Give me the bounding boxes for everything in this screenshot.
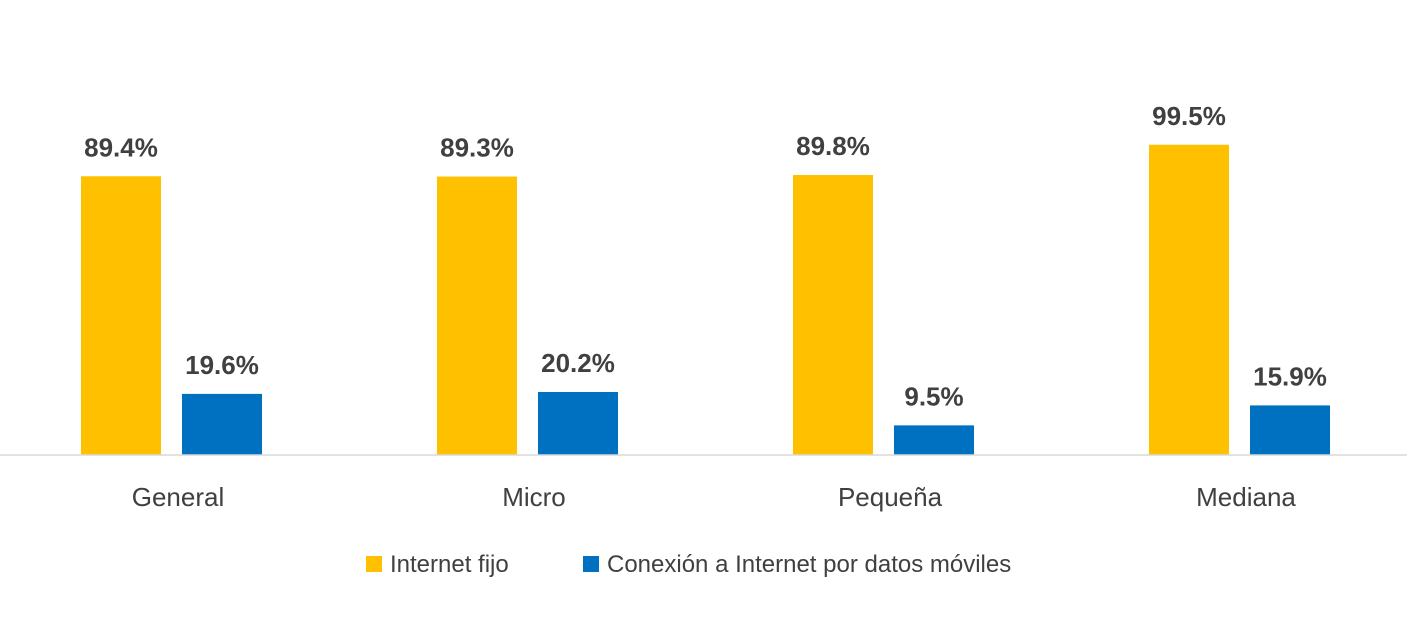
category-labels-group: General Micro Pequeña Mediana [132,482,1297,512]
bar-pequena-series-1 [894,425,974,455]
bar-general-series-1 [182,393,262,455]
bar-micro-series-1 [538,392,618,455]
category-label-mediana: Mediana [1196,482,1296,512]
data-label-micro-series-0: 89.3% [440,133,514,163]
bar-micro-series-0 [437,176,517,455]
data-label-pequena-series-0: 89.8% [796,131,870,161]
data-labels-group: 89.4% 19.6% 89.3% 20.2% 89.8% 9.5% 99.5% 15.9% [84,101,1327,412]
bar-general-series-0 [81,176,161,455]
legend-label-datos-moviles: Conexión a Internet por datos móviles [607,551,1011,578]
bar-mediana-series-1 [1250,405,1330,455]
data-label-general-series-1: 19.6% [185,350,259,380]
data-label-general-series-0: 89.4% [84,132,158,162]
category-label-pequena: Pequeña [838,482,943,512]
bar-mediana-series-0 [1149,144,1229,455]
category-label-micro: Micro [502,482,566,512]
legend: Internet fijo Conexión a Internet por da… [366,551,1011,578]
category-label-general: General [132,482,225,512]
bar-pequena-series-0 [793,175,873,455]
data-label-mediana-series-1: 15.9% [1253,361,1327,391]
data-label-mediana-series-0: 99.5% [1152,101,1226,131]
legend-swatch-datos-moviles [583,556,599,572]
legend-label-internet-fijo: Internet fijo [390,551,509,578]
data-label-micro-series-1: 20.2% [541,348,615,378]
data-label-pequena-series-1: 9.5% [904,381,963,411]
legend-swatch-internet-fijo [366,556,382,572]
bars-group [81,144,1330,455]
